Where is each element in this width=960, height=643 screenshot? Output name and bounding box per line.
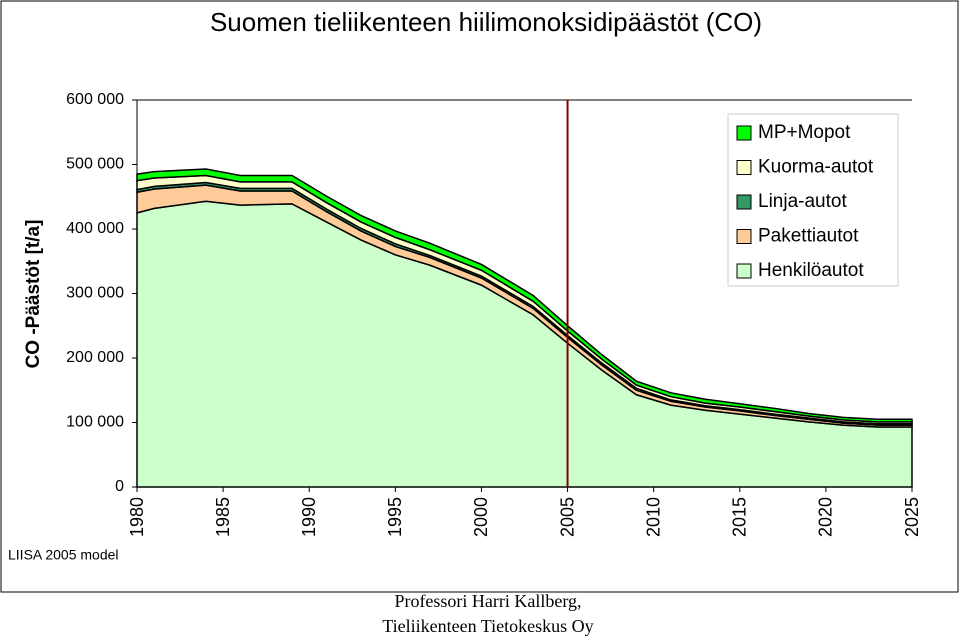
y-tick-label: 400 000 <box>66 220 124 237</box>
chart-border <box>0 0 959 593</box>
x-tick-label: 1995 <box>385 497 405 537</box>
x-tick-label: 2025 <box>902 497 922 537</box>
legend-swatch <box>736 194 752 210</box>
legend-label: Pakettiautot <box>758 226 859 247</box>
y-axis-label: CO -Päästöt [t/a] <box>23 220 44 369</box>
x-tick-label: 1980 <box>127 497 147 537</box>
legend-label: Linja-autot <box>758 191 847 212</box>
area <box>136 168 913 423</box>
legend-label: Henkilöautot <box>758 260 864 281</box>
credit: Professori Harri Kallberg, <box>394 591 581 611</box>
legend-swatch <box>736 160 752 175</box>
model-note: LIISA 2005 model <box>8 547 119 563</box>
y-tick-label: 100 000 <box>66 414 124 431</box>
legend-label: MP+Mopot <box>758 122 851 143</box>
x-tick-label: 1985 <box>213 497 233 537</box>
x-tick-label: 2000 <box>471 497 491 537</box>
credit: Tieliikenteen Tietokeskus Oy <box>382 616 593 636</box>
legend-swatch <box>736 263 752 279</box>
y-tick-label: 200 000 <box>66 349 124 366</box>
legend-swatch <box>736 125 752 141</box>
legend-swatch <box>736 229 752 244</box>
x-tick-label: 2010 <box>643 497 663 537</box>
y-tick-label: 300 000 <box>66 285 124 302</box>
legend-box <box>727 113 899 287</box>
x-tick-label: 2005 <box>557 497 577 537</box>
legend-label: Kuorma-autot <box>758 157 874 178</box>
chart-title: Suomen tieliikenteen hiilimonoksidipääst… <box>210 7 762 37</box>
x-tick-label: 2020 <box>816 497 836 537</box>
x-tick-label: 1990 <box>299 497 319 537</box>
y-tick-label: 0 <box>115 478 124 495</box>
y-tick-label: 500 000 <box>66 156 124 173</box>
x-tick-label: 2015 <box>730 497 750 537</box>
y-tick-label: 600 000 <box>66 91 124 108</box>
